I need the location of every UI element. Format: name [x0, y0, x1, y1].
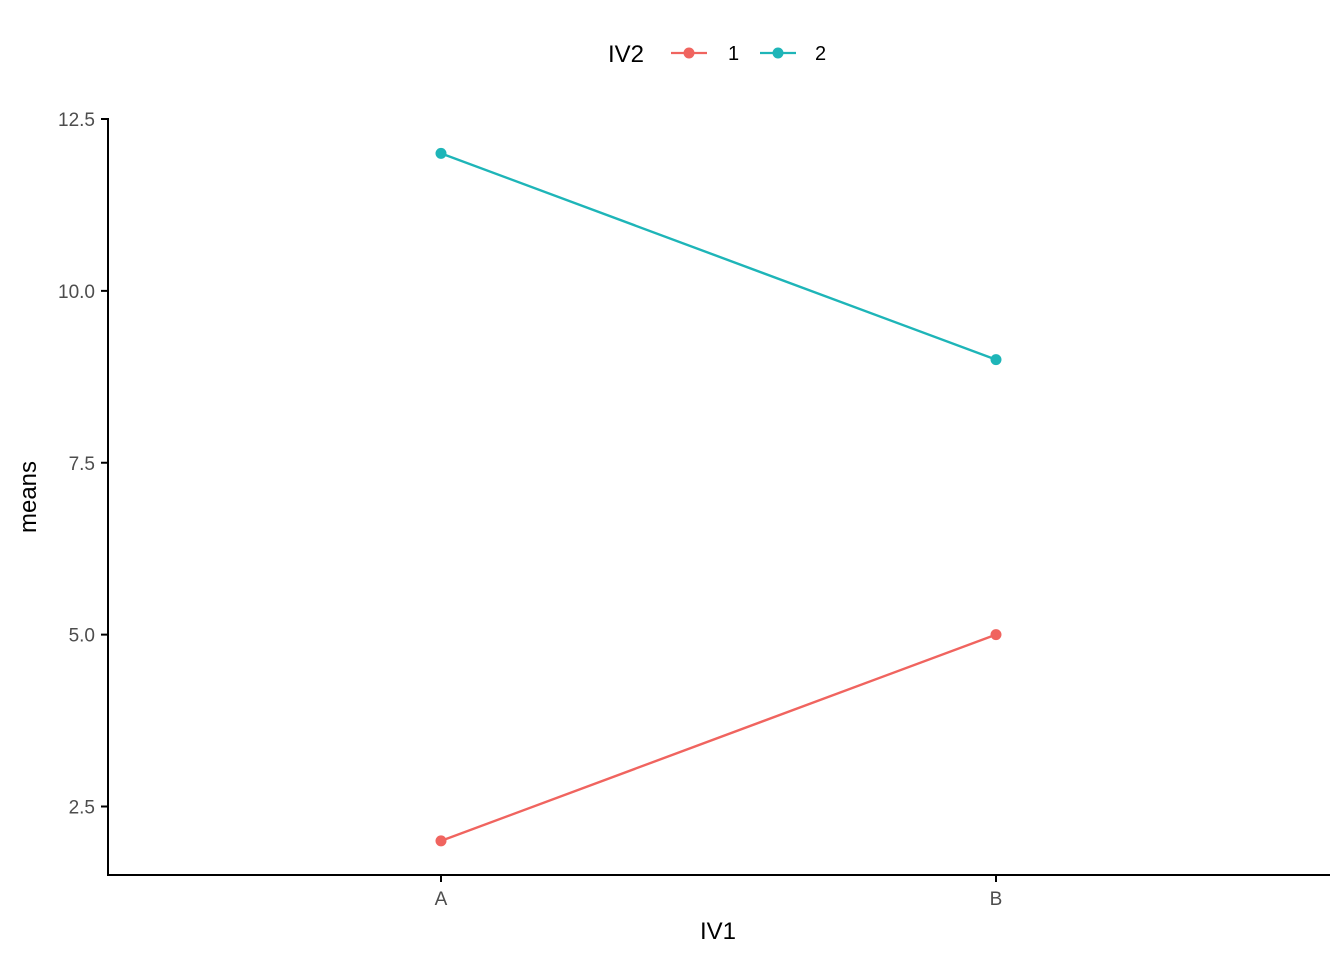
- legend-key-point-1: [683, 47, 695, 59]
- series-line-2: [440, 152, 997, 361]
- series-layer: [435, 147, 1002, 847]
- y-axis-ticks: 2.5 5.0 7.5 10.0 12.5: [58, 110, 108, 819]
- series-line-1: [440, 633, 997, 842]
- x-axis-title: IV1: [700, 918, 736, 945]
- legend-label-1: 1: [728, 43, 739, 65]
- y-tick-label: 10.0: [58, 282, 95, 303]
- y-tick-label: 5.0: [69, 626, 95, 647]
- legend-key-point-2: [772, 47, 784, 59]
- y-tick-label: 2.5: [69, 798, 95, 819]
- y-axis-title: means: [15, 461, 42, 533]
- legend-item-series-1: 1: [671, 43, 739, 65]
- legend-title: IV2: [608, 41, 644, 68]
- data-point-1-A: [435, 835, 447, 847]
- data-point-2-A: [435, 147, 447, 159]
- legend-item-series-2: 2: [760, 43, 826, 65]
- legend: IV2 1 2: [608, 41, 826, 68]
- data-point-2-B: [990, 354, 1002, 366]
- x-tick-label: B: [990, 889, 1003, 910]
- y-tick-label: 7.5: [69, 454, 95, 475]
- legend-label-2: 2: [815, 43, 826, 65]
- data-point-1-B: [990, 629, 1002, 641]
- x-tick-label: A: [435, 889, 448, 910]
- y-tick-label: 12.5: [58, 110, 95, 131]
